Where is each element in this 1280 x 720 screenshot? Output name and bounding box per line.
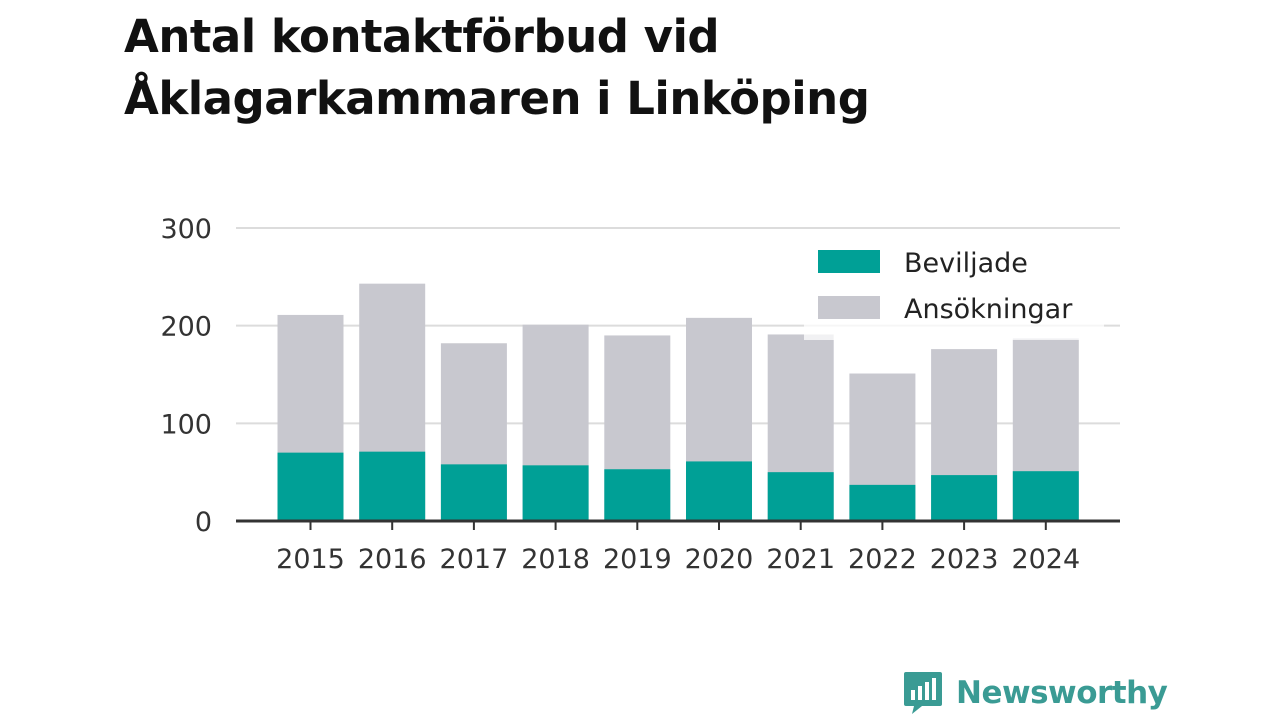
bars [277,283,1079,521]
newsworthy-logo: Newsworthy [902,670,1168,716]
y-tick-label: 100 [160,409,212,440]
bar-beviljade-2021 [767,472,834,521]
x-tick-label: 2015 [276,544,345,575]
x-tick-label: 2023 [930,544,999,575]
bar-beviljade-2015 [277,452,344,521]
bar-beviljade-2017 [440,464,507,521]
bar-beviljade-2022 [849,484,916,521]
chart-title-line-2: Åklagarkammaren i Linköping [124,72,870,125]
legend-label-beviljade: Beviljade [904,248,1028,279]
bar-beviljade-2019 [604,469,671,521]
legend: Beviljade Ansökningar [804,240,1104,340]
legend-swatch-beviljade [818,250,880,273]
bar-beviljade-2020 [686,461,752,521]
x-tick-label: 2017 [440,544,509,575]
x-tick-label: 2020 [685,544,754,575]
bar-beviljade-2018 [522,465,589,521]
x-tick-label: 2021 [766,544,835,575]
chart-title: Antal kontaktförbud vid Åklagarkammaren … [124,6,1024,130]
legend-swatch-ansökningar [818,296,880,319]
chart-title-line-1: Antal kontaktförbud vid [124,10,720,63]
x-tick-label: 2019 [603,544,672,575]
y-axis-ticks: 0 100 200 300 [160,214,212,538]
legend-label-ansökningar: Ansökningar [904,294,1073,325]
x-axis-ticks: 2015 2016 2017 2018 2019 2020 2021 2022 2023 2024 [276,521,1080,575]
y-tick-label: 0 [195,507,212,538]
bar-beviljade-2023 [931,475,998,521]
logo-text: Newsworthy [956,675,1168,711]
y-tick-label: 200 [160,312,212,343]
x-tick-label: 2018 [521,544,590,575]
bar-beviljade-2016 [359,451,426,521]
bar-beviljade-2024 [1012,471,1079,521]
y-tick-label: 300 [160,214,212,245]
x-tick-label: 2022 [848,544,917,575]
x-tick-label: 2016 [358,544,427,575]
x-tick-label: 2024 [1011,544,1080,575]
newsworthy-logo-icon [904,672,942,714]
